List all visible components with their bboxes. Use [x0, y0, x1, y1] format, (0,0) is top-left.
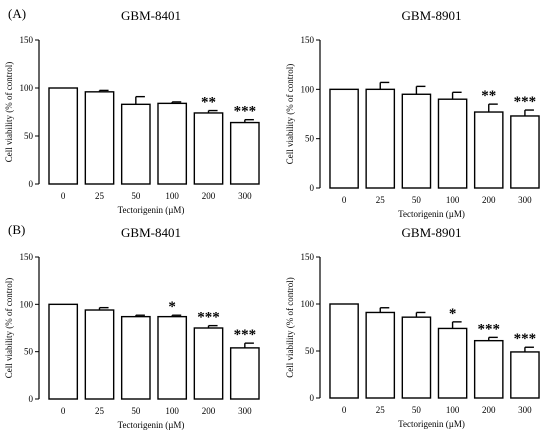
x-tick-label: 200 [202, 406, 216, 416]
x-axis-label: Tectorigenin (µM) [398, 209, 465, 219]
chart-title: GBM-8401 [121, 225, 181, 240]
x-tick-label: 25 [376, 195, 386, 205]
y-tick-label: 0 [310, 393, 315, 403]
y-tick-label: 0 [29, 179, 34, 189]
x-axis-label: Tectorigenin (µM) [398, 419, 465, 429]
x-tick-label: 200 [202, 191, 216, 201]
y-tick-label: 100 [301, 299, 315, 309]
significance-mark: ** [481, 88, 496, 104]
x-tick-label: 0 [61, 191, 66, 201]
chart-title: GBM-8901 [402, 225, 462, 240]
bar [84, 309, 115, 400]
x-tick-label: 50 [131, 191, 141, 201]
y-tick-label: 0 [310, 183, 315, 193]
bar [229, 121, 260, 185]
y-axis-label: Cell viability (% of control) [285, 277, 295, 377]
y-tick-label: 150 [20, 252, 34, 262]
chart-panel-4: GBM-8901 0 25 50 * 100 *** 200 *** 300 0 50 100 150 Te… [285, 225, 540, 429]
significance-mark: *** [234, 104, 257, 120]
chart-panel-3: GBM-8401 0 25 50 * 100 *** 200 *** 300 0 50 100 150 Te… [4, 225, 260, 430]
y-tick-label: 100 [20, 299, 34, 309]
bar [193, 327, 224, 400]
chart-panel-1: GBM-8401 0 25 50 100 ** 200 *** 300 0 50 100 150 Tect… [4, 8, 260, 215]
bar [157, 102, 188, 185]
chart-panel-2: GBM-8901 0 25 50 100 ** 200 *** 300 0 50 100 150 Tect… [285, 8, 540, 219]
bar [365, 88, 396, 189]
y-tick-label: 150 [301, 252, 315, 262]
bar [510, 115, 540, 189]
significance-mark: *** [197, 310, 220, 326]
y-tick-label: 100 [301, 84, 315, 94]
significance-mark: ** [201, 95, 216, 111]
y-tick-label: 50 [24, 131, 34, 141]
bar [473, 111, 504, 189]
y-tick-label: 50 [24, 347, 34, 357]
panel-label-b: (B) [8, 222, 26, 237]
y-tick-label: 150 [301, 35, 315, 45]
significance-mark: *** [234, 327, 257, 343]
significance-mark: *** [514, 331, 537, 347]
bar [229, 347, 260, 400]
x-tick-label: 25 [95, 191, 105, 201]
x-axis-label: Tectorigenin (µM) [118, 205, 185, 215]
x-axis-label: Tectorigenin (µM) [118, 420, 185, 430]
x-tick-label: 100 [446, 405, 460, 415]
x-tick-label: 200 [482, 405, 496, 415]
x-tick-label: 0 [61, 406, 66, 416]
y-tick-label: 50 [305, 346, 315, 356]
bar [120, 103, 151, 185]
x-tick-label: 25 [376, 405, 386, 415]
x-tick-label: 50 [131, 406, 141, 416]
x-tick-label: 200 [482, 195, 496, 205]
bar [48, 87, 79, 185]
x-tick-label: 100 [165, 406, 179, 416]
significance-mark: * [449, 306, 457, 322]
bar [437, 327, 468, 399]
bar [473, 339, 504, 399]
x-tick-label: 0 [342, 195, 347, 205]
y-tick-label: 150 [20, 35, 34, 45]
x-tick-label: 100 [446, 195, 460, 205]
bar [157, 315, 188, 400]
bar [329, 88, 359, 189]
y-axis-label: Cell viability (% of control) [4, 62, 14, 162]
bar [365, 311, 396, 399]
y-axis-label: Cell viability (% of control) [285, 64, 295, 164]
panel-label-a: (A) [8, 6, 27, 21]
chart-title: GBM-8401 [121, 8, 181, 23]
x-tick-label: 50 [412, 405, 422, 415]
x-tick-label: 25 [95, 406, 105, 416]
significance-mark: *** [478, 321, 501, 337]
significance-mark: *** [514, 94, 537, 110]
y-tick-label: 50 [305, 134, 315, 144]
bar [329, 303, 359, 399]
bar [84, 91, 115, 185]
bar [510, 351, 540, 399]
x-tick-label: 300 [518, 195, 532, 205]
bar [437, 98, 468, 189]
y-axis-label: Cell viability (% of control) [4, 278, 14, 378]
bar [48, 303, 79, 400]
y-tick-label: 100 [20, 83, 34, 93]
x-tick-label: 0 [342, 405, 347, 415]
significance-mark: * [168, 299, 176, 315]
x-tick-label: 300 [518, 405, 532, 415]
bar [401, 93, 432, 189]
bar [401, 316, 432, 399]
x-tick-label: 300 [238, 406, 252, 416]
bar [193, 112, 224, 185]
x-tick-label: 300 [238, 191, 252, 201]
x-tick-label: 100 [165, 191, 179, 201]
x-tick-label: 50 [412, 195, 422, 205]
bar [120, 315, 151, 400]
y-tick-label: 0 [29, 394, 34, 404]
chart-title: GBM-8901 [402, 8, 462, 23]
